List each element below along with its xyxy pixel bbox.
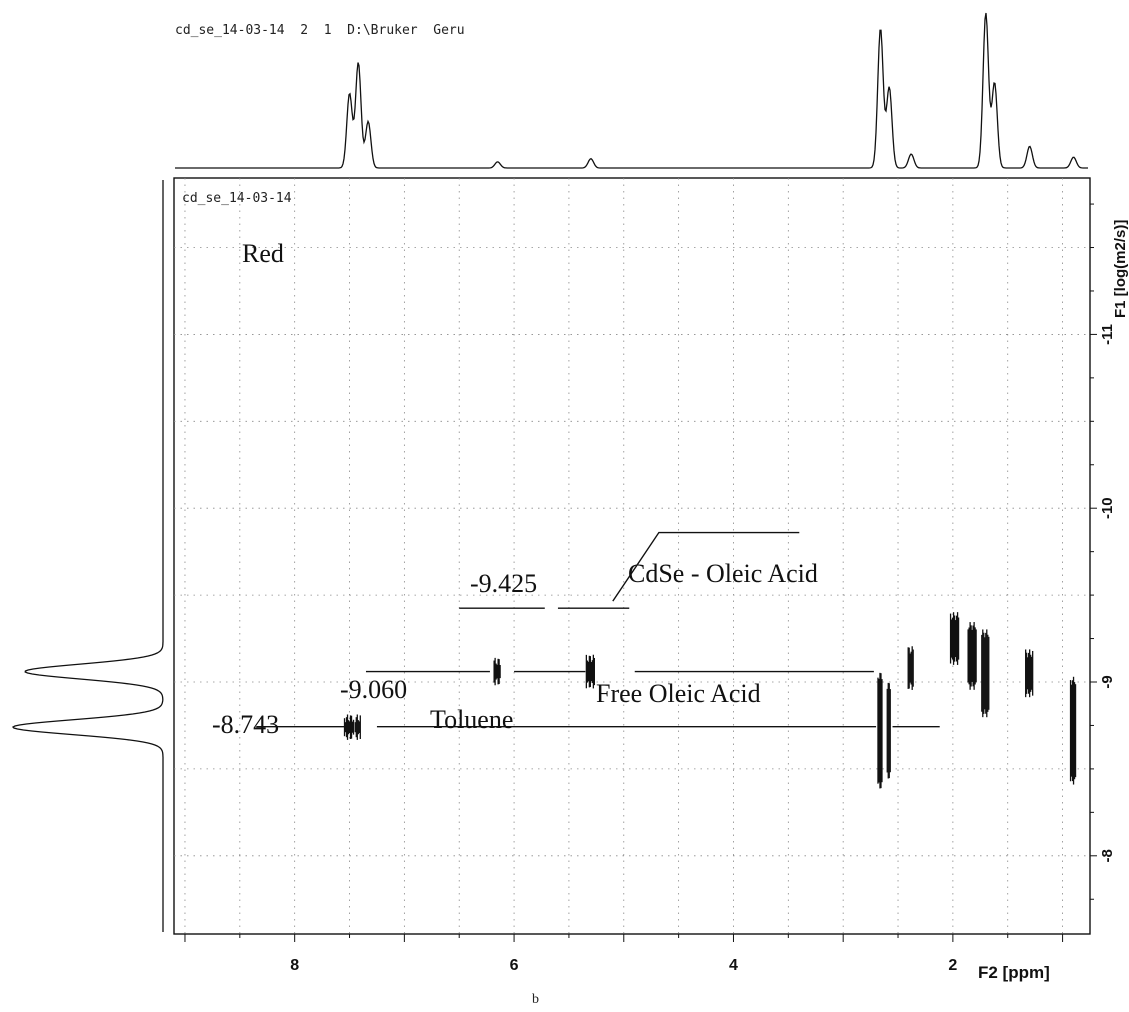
cross-peak bbox=[967, 622, 977, 690]
y-tick-label: -11 bbox=[1099, 324, 1116, 345]
y-tick-label: -9 bbox=[1099, 675, 1116, 688]
plot-area: 8 6 4 2-8-9-10-11 -9.425 CdSe - Oleic Acid-9… bbox=[173, 177, 1116, 974]
cross-peak bbox=[886, 682, 891, 779]
annotation-value: -9.425 bbox=[470, 569, 537, 598]
cross-peak bbox=[354, 714, 361, 740]
axis-ticks: 8 6 4 2 -8 -9 -10 -11 bbox=[184, 203, 1116, 974]
cross-peak bbox=[1025, 649, 1034, 698]
cross-peak bbox=[585, 654, 596, 689]
f1-projection-trace bbox=[11, 180, 164, 932]
diffusion-annotations: -9.425 CdSe - Oleic Acid -9.060 Free Oleic … bbox=[212, 531, 940, 739]
cross-peak bbox=[981, 629, 990, 718]
f2-projection-trace bbox=[175, 12, 1088, 169]
y-tick-label: -10 bbox=[1099, 497, 1116, 519]
cross-peak bbox=[877, 672, 883, 789]
annotation-name: CdSe - Oleic Acid bbox=[628, 559, 818, 588]
plot-label: cd_se_14-03-14 bbox=[182, 191, 292, 206]
sample-label: Red bbox=[242, 239, 284, 268]
cross-peaks bbox=[343, 612, 1077, 789]
annotation-value: -8.743 bbox=[212, 710, 279, 739]
cross-peak bbox=[949, 612, 960, 665]
y-tick-label: -8 bbox=[1099, 849, 1116, 862]
annotation-name: Toluene bbox=[430, 705, 513, 734]
annotation-name: Free Oleic Acid bbox=[596, 679, 761, 708]
cross-peak bbox=[1069, 676, 1077, 785]
annotation-value: -9.060 bbox=[340, 675, 407, 704]
plot-frame bbox=[173, 177, 1091, 935]
spectrum-header-title: cd_se_14-03-14 2 1 D:\Bruker Geru bbox=[175, 23, 465, 38]
annotation-leader-line bbox=[612, 531, 800, 602]
f2-projection bbox=[175, 12, 1088, 169]
x-tick-label: 8 bbox=[290, 957, 299, 974]
f1-projection bbox=[11, 180, 164, 932]
x-tick-label: 6 bbox=[510, 957, 519, 974]
cross-peak bbox=[343, 714, 355, 740]
x-axis-label: F2 [ppm] bbox=[978, 963, 1050, 982]
cross-peak bbox=[907, 646, 914, 690]
x-tick-label: 4 bbox=[729, 957, 738, 974]
grid-lines bbox=[174, 178, 1090, 934]
figure-caption: b bbox=[532, 992, 539, 1007]
x-tick-label: 2 bbox=[948, 957, 957, 974]
cross-peak bbox=[493, 657, 501, 686]
y-axis-label: F1 [log(m2/s)] bbox=[1112, 220, 1129, 318]
